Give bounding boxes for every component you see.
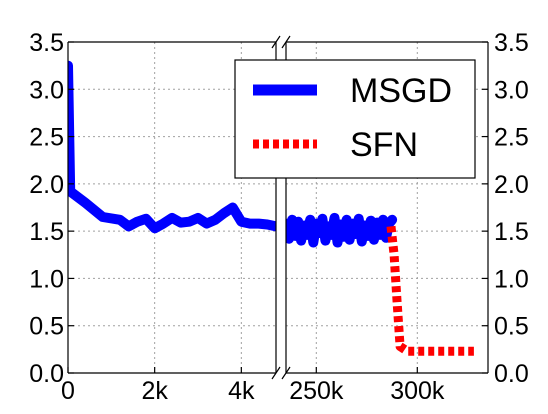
tick-labels: 0.0 0.0 0.5 0.5 1.0 1.0 1.5 1.5 2.0 2.0 2.5 2.5 3.0 3… — [29, 29, 529, 405]
x-tick-label-panel-0-1: 2k — [141, 377, 168, 405]
x-tick-label-panel-1-0: 250k — [289, 377, 344, 405]
series-sfn-line-panel-1 — [386, 225, 474, 356]
y-tick-label-right-7: 3.5 — [494, 29, 529, 57]
x-tick-label-panel-0-2: 4k — [228, 377, 255, 405]
y-tick-label-left-2: 1.0 — [29, 265, 64, 293]
legend: MSGD SFN — [234, 59, 476, 179]
x-tick-label-panel-1-1: 300k — [390, 377, 445, 405]
y-tick-label-right-5: 2.5 — [494, 124, 529, 152]
series-msgd-line-panel-1 — [286, 212, 398, 248]
y-tick-label-right-0: 0.0 — [494, 360, 529, 388]
legend-label-msgd: MSGD — [350, 72, 452, 110]
y-tick-label-left-6: 3.0 — [29, 76, 64, 104]
legend-label-sfn: SFN — [350, 126, 418, 164]
series-msgd-line-panel-0 — [68, 60, 276, 234]
y-tick-label-right-6: 3.0 — [494, 76, 529, 104]
series-layer — [68, 60, 474, 356]
y-tick-label-left-3: 1.5 — [29, 218, 64, 246]
y-tick-label-left-7: 3.5 — [29, 29, 64, 57]
y-tick-label-left-0: 0.0 — [29, 360, 64, 388]
x-tick-label-panel-0-0: 0 — [61, 377, 75, 405]
y-tick-label-left-4: 2.0 — [29, 171, 64, 199]
y-tick-label-right-4: 2.0 — [494, 171, 529, 199]
y-tick-label-right-2: 1.0 — [494, 265, 529, 293]
y-tick-label-left-1: 0.5 — [29, 313, 64, 341]
y-tick-label-left-5: 2.5 — [29, 124, 64, 152]
y-tick-label-right-1: 0.5 — [494, 313, 529, 341]
legend-box — [234, 59, 476, 179]
y-tick-label-right-3: 1.5 — [494, 218, 529, 246]
